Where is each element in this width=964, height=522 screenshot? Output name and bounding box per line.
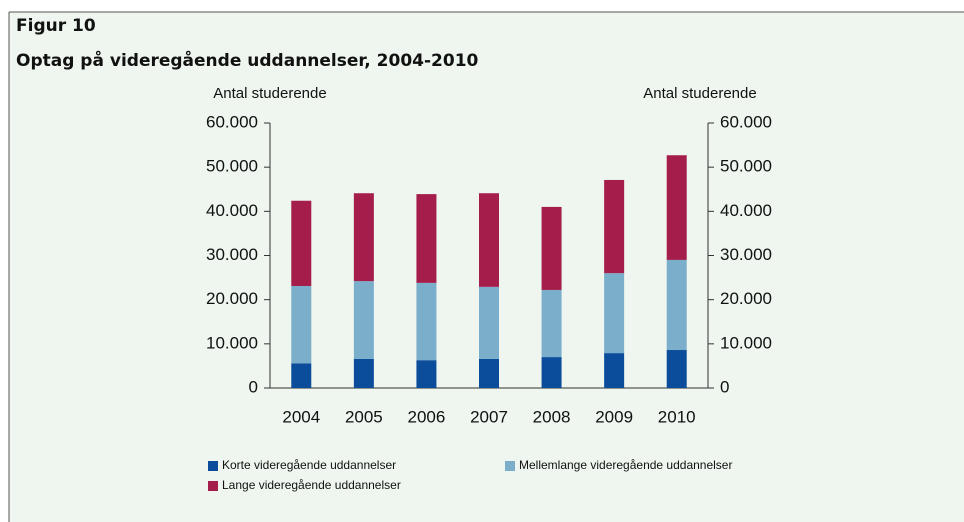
- x-tick-label: 2007: [470, 407, 508, 426]
- x-tick-label: 2004: [282, 407, 320, 426]
- bar-segment: [291, 200, 312, 286]
- bar-segment: [604, 179, 625, 274]
- y-axis-label: Antal studerende: [213, 85, 326, 102]
- bar-segment: [291, 285, 312, 364]
- bar-segment: [604, 353, 625, 388]
- bar-segment: [666, 155, 687, 260]
- bar-segment: [416, 360, 437, 388]
- x-tick-label: 2009: [595, 407, 633, 426]
- bar-segment: [416, 194, 437, 283]
- legend-label: Mellemlange videregående uddannelser: [519, 458, 732, 472]
- y2-tick-label: 10.000: [720, 333, 772, 352]
- y-tick-label: 60.000: [206, 112, 258, 131]
- bar-segment: [416, 282, 437, 361]
- bar-segment: [291, 363, 312, 388]
- y2-axis-label: Antal studerende: [643, 85, 756, 102]
- bar-segment: [353, 358, 374, 388]
- legend-swatch: [505, 461, 515, 471]
- bar-segment: [479, 193, 499, 287]
- y-tick-label: 10.000: [206, 333, 258, 352]
- y-tick-label: 0: [249, 377, 258, 396]
- legend-swatch: [208, 481, 218, 491]
- legend-swatch: [208, 461, 218, 471]
- bar-segment: [541, 289, 562, 358]
- y2-tick-label: 0: [720, 377, 729, 396]
- bar-segment: [666, 259, 687, 351]
- y2-tick-label: 30.000: [720, 245, 772, 264]
- y2-tick-label: 40.000: [720, 201, 772, 220]
- chart-title: Figur 10: [16, 16, 96, 36]
- legend-label: Lange videregående uddannelser: [222, 478, 401, 492]
- x-tick-label: 2006: [408, 407, 446, 426]
- y2-tick-label: 60.000: [720, 112, 772, 131]
- y2-tick-label: 50.000: [720, 157, 772, 176]
- bar-segment: [541, 206, 562, 290]
- x-tick-label: 2010: [658, 407, 696, 426]
- bar-segment: [666, 350, 687, 388]
- y-tick-label: 20.000: [206, 289, 258, 308]
- y2-tick-label: 20.000: [720, 289, 772, 308]
- x-tick-label: 2005: [345, 407, 383, 426]
- bar-segment: [353, 193, 374, 282]
- y-tick-label: 50.000: [206, 157, 258, 176]
- bar-segment: [479, 286, 499, 359]
- bar-segment: [604, 273, 625, 354]
- x-tick-label: 2008: [533, 407, 571, 426]
- legend-label: Korte videregående uddannelser: [222, 458, 396, 472]
- y-tick-label: 40.000: [206, 201, 258, 220]
- bar-segment: [541, 357, 562, 388]
- y-tick-label: 30.000: [206, 245, 258, 264]
- chart-subtitle: Optag på videregående uddannelser, 2004-…: [16, 49, 479, 71]
- bar-segment: [479, 358, 499, 388]
- bar-segment: [353, 281, 374, 359]
